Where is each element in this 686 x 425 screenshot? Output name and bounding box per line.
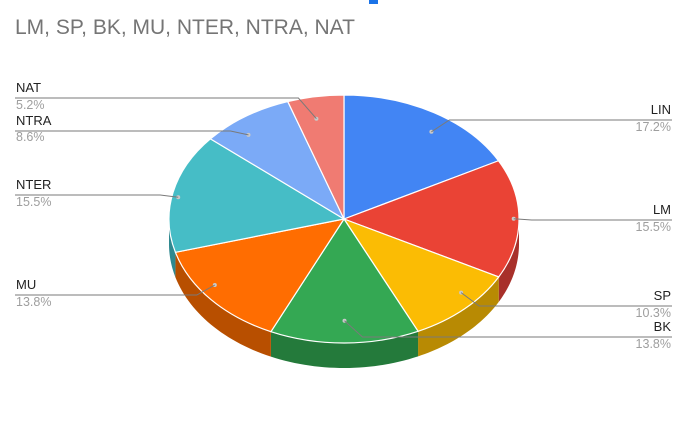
pie-side-sp	[418, 276, 499, 357]
pie-slice-ntra	[209, 100, 345, 220]
pie-slice-nat	[287, 94, 345, 220]
label-name-sp: SP	[654, 288, 671, 303]
label-percent-nter: 15.5%	[16, 195, 51, 209]
pie-slice-mu	[174, 218, 345, 333]
leader-line-lin	[431, 119, 672, 133]
label-name-nter: NTER	[16, 177, 51, 192]
label-percent-lm: 15.5%	[636, 220, 671, 234]
leader-line-ntra	[15, 130, 249, 136]
leader-line-bk	[344, 320, 672, 338]
label-name-lin: LIN	[651, 102, 671, 117]
label-percent-bk: 13.8%	[636, 337, 671, 351]
pie-slice-sp	[343, 218, 500, 332]
label-name-lm: LM	[653, 202, 671, 217]
pie-slices	[168, 94, 520, 344]
pie-labels: LIN 17.2% LM 15.5% SP 10.3%BK 13.8% MU 13.8% NTER…	[15, 80, 672, 351]
label-percent-mu: 13.8%	[16, 295, 51, 309]
top-accent-bar	[369, 0, 378, 4]
chart-title: LM, SP, BK, MU, NTER, NTRA, NAT	[15, 16, 355, 39]
leader-line-nter	[15, 194, 179, 198]
label-name-nat: NAT	[16, 80, 41, 95]
pie-slice-lin	[343, 94, 500, 220]
label-percent-lin: 17.2%	[636, 120, 671, 134]
label-percent-sp: 10.3%	[636, 306, 671, 320]
pie-side-lm	[498, 219, 519, 302]
pie-slice-nter	[168, 138, 345, 253]
pie-side-mu	[175, 252, 271, 357]
label-percent-ntra: 8.6%	[16, 130, 45, 144]
pie-side-nter	[169, 219, 176, 278]
pie-slice-bk	[270, 218, 419, 344]
leader-line-sp	[460, 292, 672, 307]
leader-line-nat	[15, 97, 317, 120]
label-name-bk: BK	[654, 319, 672, 334]
leader-line-lm	[513, 218, 672, 221]
label-name-ntra: NTRA	[16, 113, 52, 128]
label-percent-nat: 5.2%	[16, 98, 45, 112]
leader-line-mu	[15, 284, 216, 296]
label-name-mu: MU	[16, 277, 36, 292]
